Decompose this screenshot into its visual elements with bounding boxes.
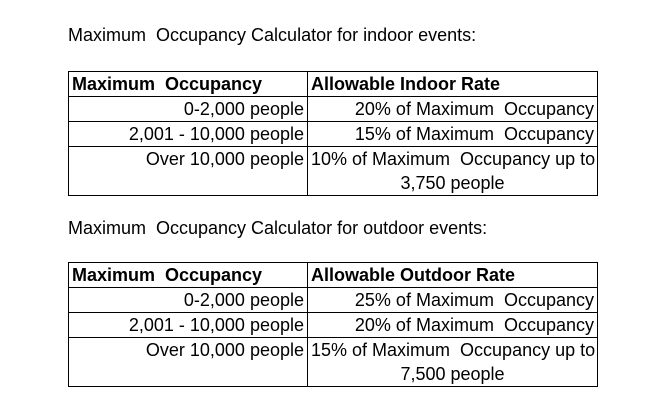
table-row: 0-2,000 people 25% of Maximum Occupancy xyxy=(68,287,598,313)
occupancy-range-cell: 0-2,000 people xyxy=(68,287,308,313)
allowable-rate-cell: 15% of Maximum Occupancy up to 7,500 peo… xyxy=(307,337,598,387)
table-row: Over 10,000 people 15% of Maximum Occupa… xyxy=(68,337,598,387)
table-row: 2,001 - 10,000 people 15% of Maximum Occ… xyxy=(68,121,598,147)
occupancy-range-cell: Over 10,000 people xyxy=(68,146,308,196)
indoor-occupancy-table: Maximum Occupancy Allowable Indoor Rate … xyxy=(68,71,598,196)
occupancy-range-cell: Over 10,000 people xyxy=(68,337,308,387)
occupancy-range-cell: 0-2,000 people xyxy=(68,96,308,122)
allowable-rate-cell: 15% of Maximum Occupancy xyxy=(307,121,598,147)
column-header-maximum-occupancy: Maximum Occupancy xyxy=(68,71,308,97)
column-header-maximum-occupancy: Maximum Occupancy xyxy=(68,262,308,288)
table-header-row: Maximum Occupancy Allowable Outdoor Rate xyxy=(68,262,598,288)
indoor-section-heading: Maximum Occupancy Calculator for indoor … xyxy=(68,25,477,45)
table-row: Over 10,000 people 10% of Maximum Occupa… xyxy=(68,146,598,196)
outdoor-section-heading: Maximum Occupancy Calculator for outdoor… xyxy=(68,218,488,238)
allowable-rate-cell: 20% of Maximum Occupancy xyxy=(307,96,598,122)
column-header-allowable-outdoor-rate: Allowable Outdoor Rate xyxy=(307,262,598,288)
outdoor-occupancy-table: Maximum Occupancy Allowable Outdoor Rate… xyxy=(68,262,598,387)
table-row: 2,001 - 10,000 people 20% of Maximum Occ… xyxy=(68,312,598,338)
allowable-rate-cell: 10% of Maximum Occupancy up to 3,750 peo… xyxy=(307,146,598,196)
table-header-row: Maximum Occupancy Allowable Indoor Rate xyxy=(68,71,598,97)
table-row: 0-2,000 people 20% of Maximum Occupancy xyxy=(68,96,598,122)
allowable-rate-cell: 20% of Maximum Occupancy xyxy=(307,312,598,338)
occupancy-range-cell: 2,001 - 10,000 people xyxy=(68,121,308,147)
allowable-rate-cell: 25% of Maximum Occupancy xyxy=(307,287,598,313)
column-header-allowable-indoor-rate: Allowable Indoor Rate xyxy=(307,71,598,97)
occupancy-range-cell: 2,001 - 10,000 people xyxy=(68,312,308,338)
